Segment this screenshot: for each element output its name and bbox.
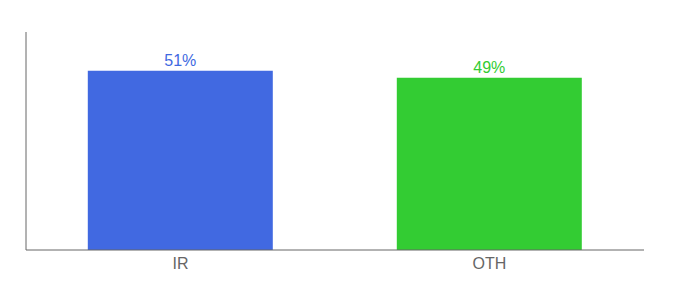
svg-text:49%: 49% [473, 59, 505, 76]
svg-text:IR: IR [173, 255, 189, 272]
svg-text:OTH: OTH [473, 255, 507, 272]
svg-text:51%: 51% [164, 52, 196, 69]
